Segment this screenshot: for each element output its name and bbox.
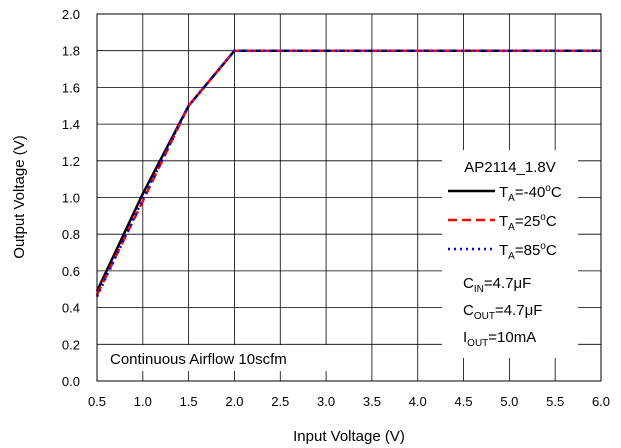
legend-label: TA=85oC <box>499 241 557 262</box>
legend-label: TA=25oC <box>499 212 557 233</box>
legend-title: AP2114_1.8V <box>464 159 555 176</box>
test-conditions: CIN=4.7μF COUT=4.7μF IOUT=10mA <box>463 275 542 349</box>
y-tick-label: 2.0 <box>62 7 80 22</box>
y-tick-label: 0.2 <box>62 337 80 352</box>
series-group <box>95 49 601 298</box>
y-tick-label: 0.8 <box>62 227 80 242</box>
condition-label: IOUT=10mA <box>463 329 536 349</box>
legend-label: TA=-40oC <box>499 183 562 204</box>
x-tick-label: 4.0 <box>409 394 427 409</box>
x-tick-label: 1.0 <box>134 394 152 409</box>
x-tick-label: 2.5 <box>271 394 289 409</box>
y-tick-label: 1.8 <box>62 44 80 59</box>
y-axis-title: Output Voltage (V) <box>11 135 28 258</box>
x-axis-title: Input Voltage (V) <box>293 428 405 445</box>
annotation-background <box>106 345 336 371</box>
y-tick-label: 1.4 <box>62 117 80 132</box>
legend-items: TA=-40oC TA=25oC TA=85oC <box>448 183 562 262</box>
legend-background <box>442 150 578 358</box>
y-tick-label: 0.0 <box>62 374 80 389</box>
x-tick-labels: 0.5 1.0 1.5 2.0 2.5 3.0 3.5 4.0 4.5 5.0 5.5 6.0 <box>88 394 610 409</box>
y-tick-labels: 0.0 0.2 0.4 0.6 0.8 1.0 1.2 1.4 1.6 1.8 2.0 <box>62 7 80 389</box>
x-tick-label: 3.5 <box>363 394 381 409</box>
x-tick-label: 2.0 <box>225 394 243 409</box>
x-tick-label: 3.0 <box>317 394 335 409</box>
y-tick-label: 1.2 <box>62 154 80 169</box>
y-tick-label: 1.6 <box>62 80 80 95</box>
y-tick-label: 0.4 <box>62 301 80 316</box>
y-tick-label: 1.0 <box>62 191 80 206</box>
condition-label: COUT=4.7μF <box>463 302 542 322</box>
y-tick-label: 0.6 <box>62 264 80 279</box>
plot-frame <box>96 13 602 382</box>
series-line-3 <box>95 49 601 298</box>
x-tick-label: 0.5 <box>88 394 106 409</box>
x-tick-label: 4.5 <box>455 394 473 409</box>
condition-label: CIN=4.7μF <box>463 275 531 295</box>
x-tick-label: 6.0 <box>592 394 610 409</box>
x-tick-label: 1.5 <box>180 394 198 409</box>
x-tick-label: 5.0 <box>500 394 518 409</box>
legend: AP2114_1.8V TA=-40oC TA=25oC TA=85oC CIN=4… <box>442 150 578 358</box>
annotation-text: Continuous Airflow 10scfm <box>110 351 287 368</box>
x-tick-label: 5.5 <box>546 394 564 409</box>
